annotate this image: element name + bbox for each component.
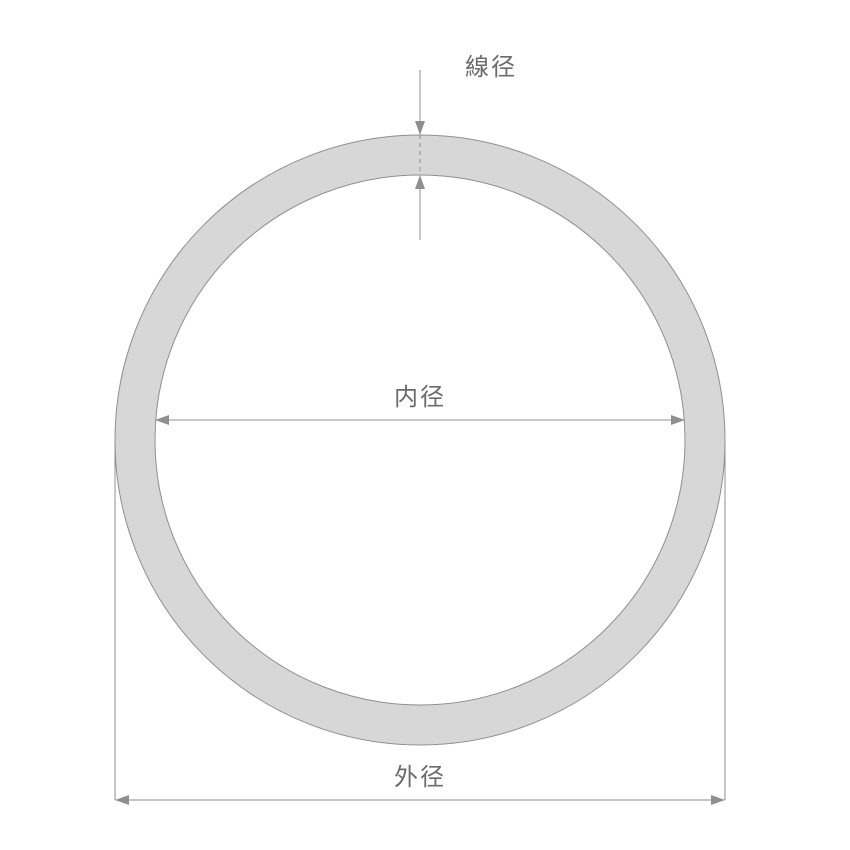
wire-diameter-label: 線径 — [465, 54, 517, 81]
inner-diameter-label: 内径 — [394, 384, 446, 411]
outer-diameter-label: 外径 — [394, 764, 446, 791]
